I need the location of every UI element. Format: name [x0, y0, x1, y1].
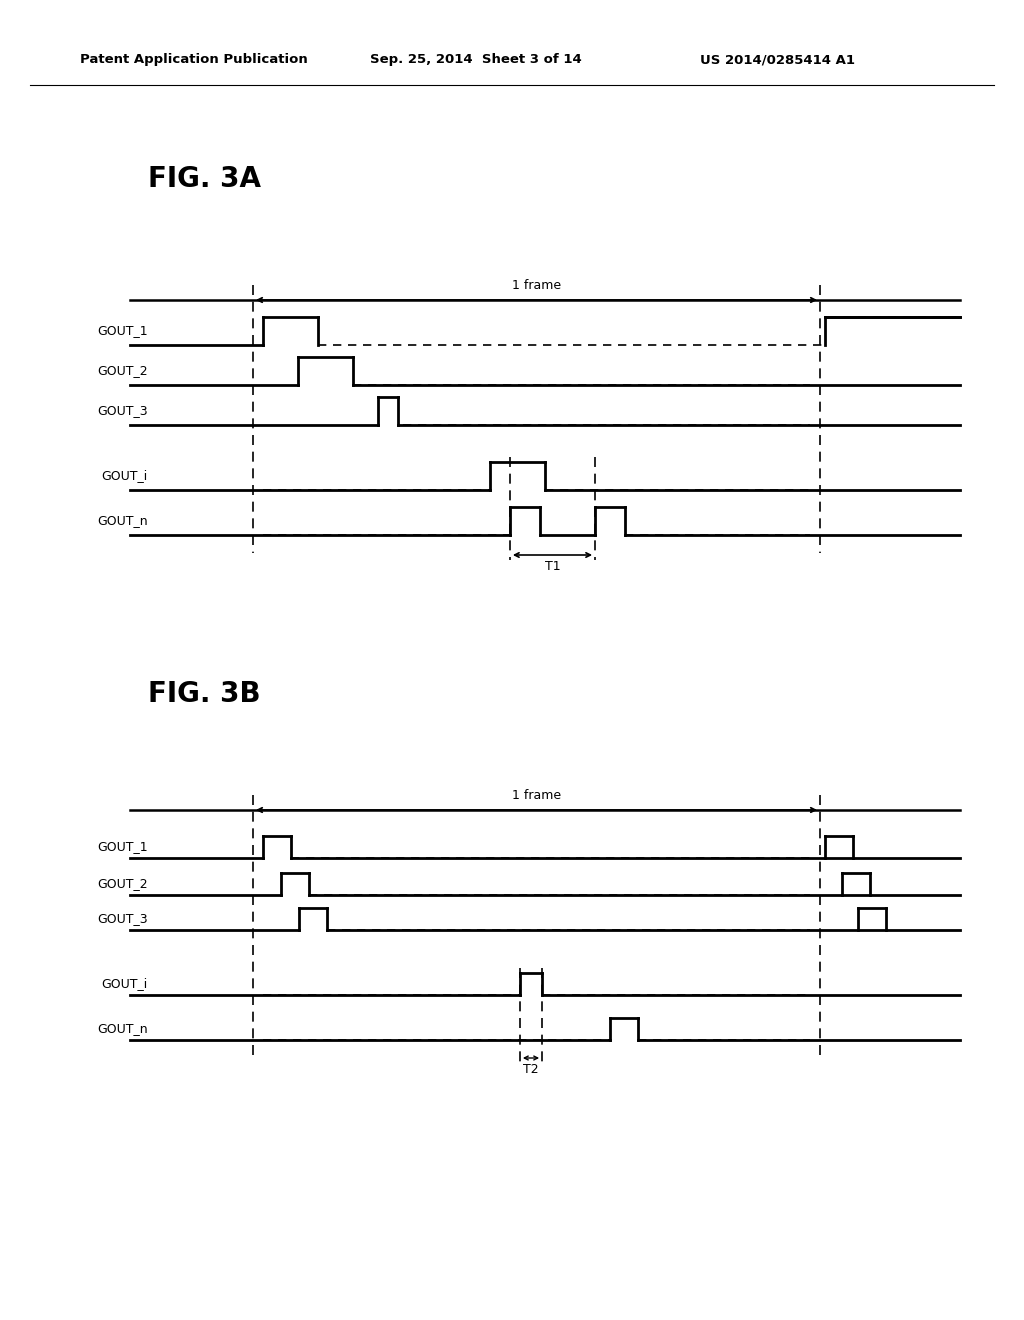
Text: GOUT_n: GOUT_n	[97, 1023, 148, 1035]
Text: GOUT_3: GOUT_3	[97, 912, 148, 925]
Text: US 2014/0285414 A1: US 2014/0285414 A1	[700, 54, 855, 66]
Text: FIG. 3A: FIG. 3A	[148, 165, 261, 193]
Text: GOUT_3: GOUT_3	[97, 404, 148, 417]
Text: GOUT_n: GOUT_n	[97, 515, 148, 528]
Text: GOUT_2: GOUT_2	[97, 878, 148, 891]
Text: GOUT_1: GOUT_1	[97, 841, 148, 854]
Text: GOUT_i: GOUT_i	[101, 978, 148, 990]
Text: 1 frame: 1 frame	[512, 279, 561, 292]
Text: GOUT_2: GOUT_2	[97, 364, 148, 378]
Text: Patent Application Publication: Patent Application Publication	[80, 54, 308, 66]
Text: GOUT_i: GOUT_i	[101, 470, 148, 483]
Text: GOUT_1: GOUT_1	[97, 325, 148, 338]
Text: 1 frame: 1 frame	[512, 789, 561, 803]
Text: Sep. 25, 2014  Sheet 3 of 14: Sep. 25, 2014 Sheet 3 of 14	[370, 54, 582, 66]
Text: T1: T1	[545, 560, 560, 573]
Text: T2: T2	[523, 1063, 539, 1076]
Text: FIG. 3B: FIG. 3B	[148, 680, 261, 708]
